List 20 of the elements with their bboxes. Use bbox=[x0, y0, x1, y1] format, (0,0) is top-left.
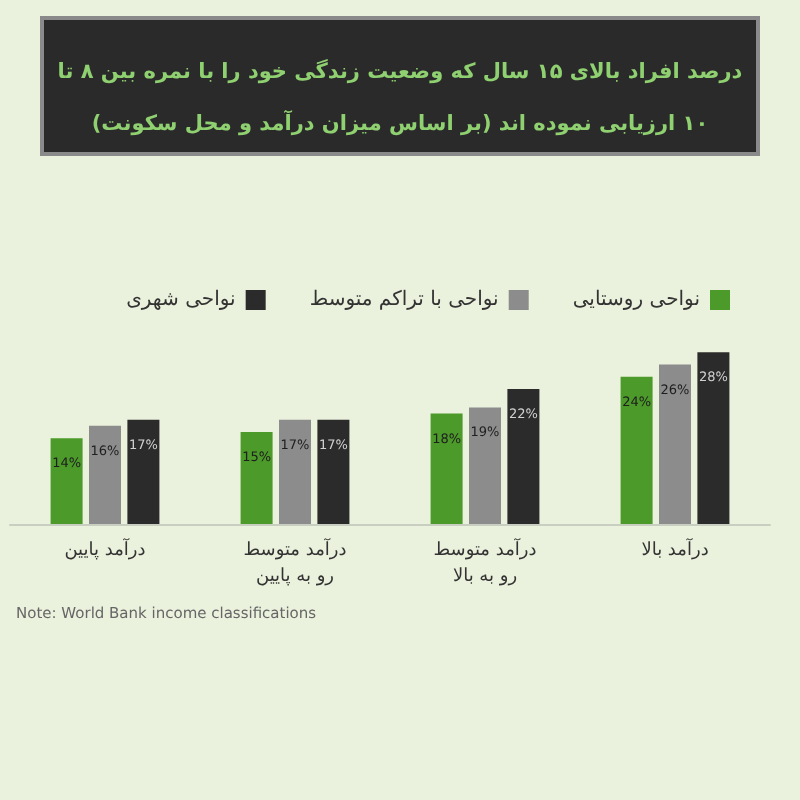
bar bbox=[507, 389, 540, 524]
bar bbox=[620, 376, 653, 524]
bar bbox=[469, 407, 501, 524]
bar bbox=[240, 432, 273, 524]
x-tick-label: درآمد بالا bbox=[641, 537, 709, 561]
bar bbox=[697, 352, 730, 524]
x-tick-label: درآمد پایین bbox=[64, 537, 146, 561]
bar bbox=[89, 425, 121, 524]
bar bbox=[50, 438, 83, 524]
bar bbox=[127, 419, 160, 524]
legend-label: نواحی با تراکم متوسط bbox=[309, 289, 499, 311]
bar bbox=[659, 364, 691, 524]
x-tick-label: درآمد متوسط رو به بالا bbox=[433, 537, 537, 587]
bar bbox=[317, 419, 350, 524]
x-tick-label: درآمد متوسط رو به پایین bbox=[243, 537, 347, 587]
chart-title: درصد افراد بالای ۱۵ سال که وضعیت زندگی خود را با نمره بین ۸ تا ۱۰ ارزیابی نموده اند (بر اساس میزان درآمد و محل سکونت) bbox=[57, 60, 743, 136]
bar bbox=[430, 413, 463, 524]
legend-label: نواحی شهری bbox=[126, 289, 236, 311]
legend-label: نواحی روستایی bbox=[572, 289, 700, 311]
bar bbox=[279, 419, 311, 524]
